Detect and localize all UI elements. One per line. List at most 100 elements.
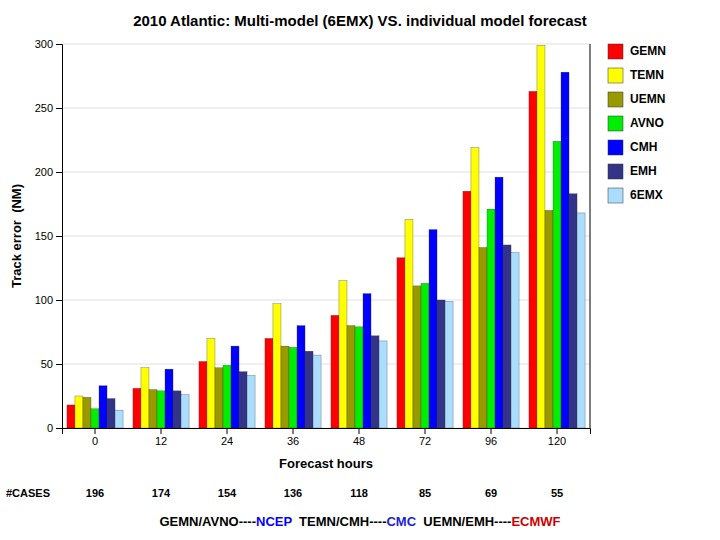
- bar: [371, 336, 379, 428]
- bar: [429, 230, 437, 428]
- case-count: 196: [86, 487, 104, 499]
- bar: [569, 194, 577, 428]
- tick: 120: [548, 428, 566, 447]
- note-part: TEMN/CMH----: [292, 514, 387, 529]
- bar: [553, 141, 561, 428]
- tick: 24: [221, 428, 233, 447]
- bar: [289, 347, 297, 428]
- tick-label: 120: [548, 435, 566, 447]
- bar: [67, 405, 75, 428]
- tick: 96: [485, 428, 497, 447]
- grid-line: [62, 44, 590, 45]
- tick: 48: [353, 428, 365, 447]
- tick-mark: [491, 428, 492, 434]
- tick: 36: [287, 428, 299, 447]
- bar: [99, 386, 107, 428]
- tick-mark: [56, 428, 62, 429]
- chart: 0501001502002503000122436487296120Foreca…: [0, 0, 720, 540]
- title: 2010 Atlantic: Multi-model (6EMX) VS. in…: [133, 12, 587, 29]
- legend-swatch: [608, 116, 623, 131]
- tick-label: 12: [155, 435, 167, 447]
- grid: [62, 44, 590, 428]
- tick-label: 150: [35, 230, 53, 242]
- note-part: ECMWF: [511, 514, 560, 529]
- case-count: 69: [485, 487, 497, 499]
- tick: 72: [419, 428, 431, 447]
- grid-line: [62, 236, 590, 237]
- bar: [141, 368, 149, 428]
- tick-mark: [56, 172, 62, 173]
- bar: [231, 346, 239, 428]
- tick-label: 72: [419, 435, 431, 447]
- legend-swatch: [608, 140, 623, 155]
- bar: [331, 315, 339, 428]
- legend: GEMN TEMN UEMN AVNO CMH EMH 6EMX: [608, 44, 666, 203]
- tick: 100: [35, 294, 62, 306]
- legend-item: 6EMX: [608, 188, 663, 203]
- frame-line: [590, 44, 591, 428]
- tick-mark: [359, 428, 360, 434]
- case-count: 55: [551, 487, 563, 499]
- bar-series: [91, 141, 561, 428]
- cases-row: #CASES196174154136118856955: [6, 487, 563, 499]
- bar: [181, 395, 189, 428]
- x-axis: 0 12 24 36 48 72 96 120: [63, 428, 591, 447]
- legend-label: AVNO: [630, 116, 664, 130]
- tick-label: 300: [35, 38, 53, 50]
- legend-item: TEMN: [608, 68, 664, 83]
- bar: [339, 281, 347, 428]
- tick: 150: [35, 230, 62, 242]
- bar: [363, 294, 371, 428]
- axis-line: [56, 45, 63, 429]
- bar-series: [99, 72, 569, 428]
- bar-series: [115, 213, 585, 428]
- bar: [577, 213, 585, 428]
- bar: [273, 304, 281, 428]
- tick: 50: [41, 358, 62, 370]
- legend-label: GEMN: [630, 44, 666, 58]
- bar: [529, 91, 537, 428]
- bar: [437, 300, 445, 428]
- legend-swatch: [608, 44, 623, 59]
- tick-mark: [56, 236, 62, 237]
- legend-swatch: [608, 188, 623, 203]
- bar: [297, 326, 305, 428]
- legend-item: CMH: [608, 140, 657, 155]
- case-count: 154: [218, 487, 237, 499]
- tick-mark: [227, 428, 228, 434]
- tick-label: 96: [485, 435, 497, 447]
- note-part: GEMN/AVNO----: [159, 514, 256, 529]
- legend-item: AVNO: [608, 116, 664, 131]
- legend-label: CMH: [630, 140, 657, 154]
- bar: [503, 245, 511, 428]
- bar: [281, 346, 289, 428]
- bar: [355, 327, 363, 428]
- legend-label: UEMN: [630, 92, 665, 106]
- y-axis: 050100150200250300: [35, 38, 63, 434]
- bar: [511, 253, 519, 428]
- legend-swatch: [608, 164, 623, 179]
- tick: 0: [92, 428, 98, 447]
- axis-line: [63, 429, 591, 435]
- bar: [313, 355, 321, 428]
- bar-series: [107, 194, 577, 428]
- legend-item: EMH: [608, 164, 657, 179]
- bar: [239, 372, 247, 428]
- tick-label: 48: [353, 435, 365, 447]
- bar: [199, 361, 207, 428]
- bar: [413, 286, 421, 428]
- bar-series: [83, 210, 553, 428]
- tick-mark: [56, 44, 62, 45]
- bar: [347, 326, 355, 428]
- tick-mark: [56, 364, 62, 365]
- note-part: UEMN/EMH----: [416, 514, 511, 529]
- bar: [537, 45, 545, 428]
- tick-label: 0: [92, 435, 98, 447]
- bar: [133, 388, 141, 428]
- tick-label: 100: [35, 294, 53, 306]
- bar: [165, 369, 173, 428]
- legend-label: 6EMX: [630, 188, 663, 202]
- bar: [397, 258, 405, 428]
- bar: [305, 351, 313, 428]
- legend-label: EMH: [630, 164, 657, 178]
